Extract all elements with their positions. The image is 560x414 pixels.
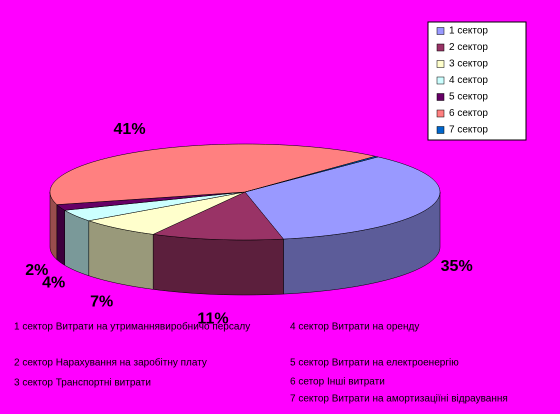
legend-swatch <box>436 43 445 52</box>
legend-box <box>427 21 527 141</box>
pie-side <box>64 209 90 277</box>
legend-swatch <box>436 27 445 35</box>
note: 7 сектор Витрати на амортизаціїні відрау… <box>290 394 508 405</box>
note: 2 сектор Нарахування на заробітну плату <box>14 357 207 369</box>
pie-slice <box>49 143 376 205</box>
data-label: 41% <box>114 121 146 138</box>
note: 3 сектор Транспортні витрати <box>14 378 151 389</box>
pie-side <box>56 204 65 266</box>
pie-slice <box>63 191 246 221</box>
legend-swatch <box>436 126 445 134</box>
data-label: 4% <box>42 274 65 291</box>
data-label: 7% <box>90 294 113 311</box>
legend-swatch <box>436 109 445 118</box>
legend-label: 4 сектор <box>449 75 488 86</box>
pie-slice <box>88 191 246 235</box>
note: 1 сектор Витрати на утриманнявиробничо п… <box>14 321 250 333</box>
note: 6 сетор Інші витрати <box>290 377 385 388</box>
note: 5 сектор Витрати на електроенергію <box>290 358 459 369</box>
legend-swatch <box>436 76 445 85</box>
pie-side <box>152 234 284 296</box>
data-label: 11% <box>197 310 228 327</box>
legend-label: 3 сектор <box>449 59 488 70</box>
legend-swatch <box>436 60 445 68</box>
legend-label: 6 сектор <box>449 108 488 119</box>
legend-label: 7 сектор <box>449 125 488 136</box>
pie-slice <box>244 156 379 193</box>
pie-slice <box>152 191 284 241</box>
data-label: 35% <box>441 258 473 275</box>
pie-slice <box>244 156 441 240</box>
legend-label: 1 сектор <box>449 26 488 37</box>
note: 4 сектор Витрати на оренду <box>290 322 419 333</box>
legend-swatch <box>436 93 445 101</box>
legend-label: 5 сектор <box>449 92 488 103</box>
data-label: 2% <box>25 262 48 279</box>
legend-label: 2 сектор <box>449 42 488 53</box>
